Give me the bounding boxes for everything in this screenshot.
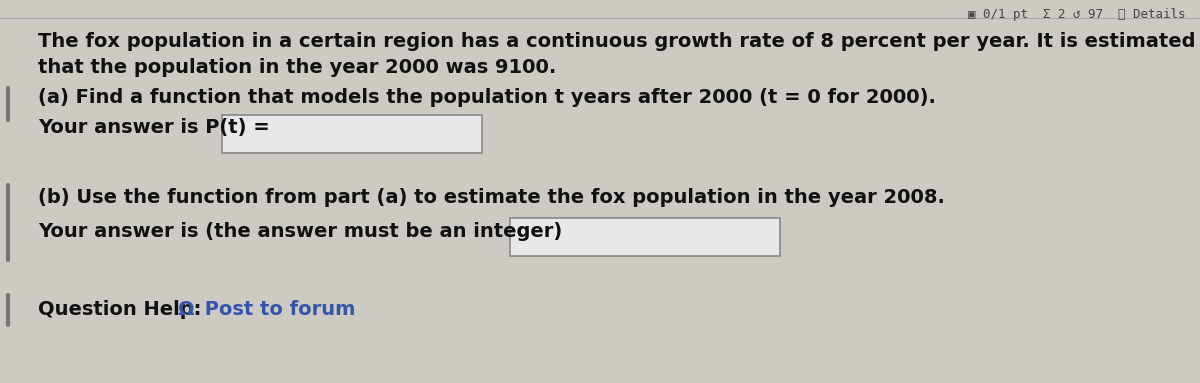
Text: Your answer is (the answer must be an integer): Your answer is (the answer must be an in… xyxy=(38,222,563,241)
Text: Ω: Ω xyxy=(178,300,194,319)
FancyBboxPatch shape xyxy=(222,115,482,153)
Text: Question Help:: Question Help: xyxy=(38,300,202,319)
Text: (b) Use the function from part (a) to estimate the fox population in the year 20: (b) Use the function from part (a) to es… xyxy=(38,188,944,207)
FancyBboxPatch shape xyxy=(510,218,780,256)
Text: The fox population in a certain region has a continuous growth rate of 8 percent: The fox population in a certain region h… xyxy=(38,32,1195,51)
Text: (a) Find a function that models the population t years after 2000 (t = 0 for 200: (a) Find a function that models the popu… xyxy=(38,88,936,107)
Text: Your answer is P(t) =: Your answer is P(t) = xyxy=(38,118,270,137)
Text: ▣ 0/1 pt  Σ 2 ↺ 97  ⓘ Details: ▣ 0/1 pt Σ 2 ↺ 97 ⓘ Details xyxy=(967,8,1186,21)
Text: that the population in the year 2000 was 9100.: that the population in the year 2000 was… xyxy=(38,58,557,77)
Text: Post to forum: Post to forum xyxy=(198,300,355,319)
